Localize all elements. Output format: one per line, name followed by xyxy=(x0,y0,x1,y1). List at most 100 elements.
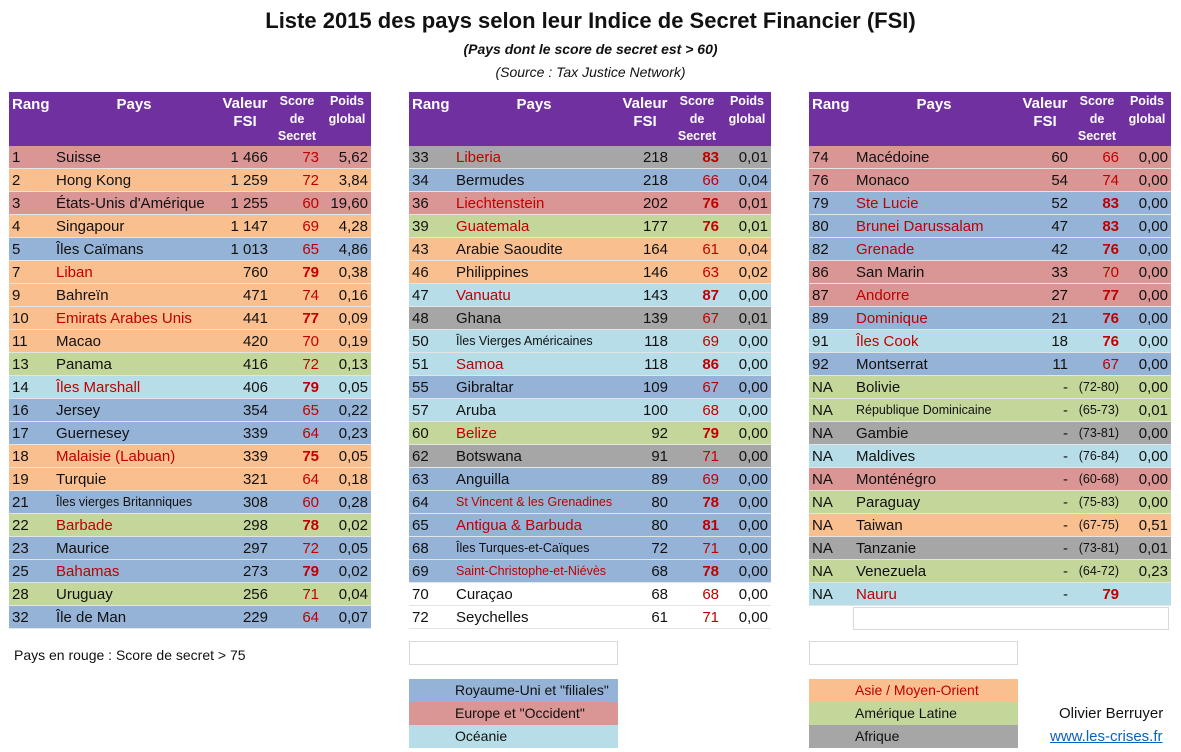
valeur-cell: 339 xyxy=(242,425,268,442)
rang-cell: 60 xyxy=(412,425,429,442)
rang-cell: 89 xyxy=(812,310,829,327)
table-row: 86 San Marin 33 70 0,00 xyxy=(809,261,1171,284)
rang-cell: 13 xyxy=(12,356,29,373)
rang-cell: NA xyxy=(812,586,833,603)
valeur-cell: 471 xyxy=(242,287,268,304)
valeur-cell: 54 xyxy=(1051,172,1068,189)
valeur-cell: 1 013 xyxy=(230,241,268,258)
table-row: 65 Antigua & Barbuda 80 81 0,00 xyxy=(409,514,771,537)
valeur-cell: 1 147 xyxy=(230,218,268,235)
valeur-cell: - xyxy=(1063,402,1068,419)
table-row: 23 Maurice 297 72 0,05 xyxy=(9,537,371,560)
table-row: NA Tanzanie - (73-81) 0,01 xyxy=(809,537,1171,560)
rang-cell: 16 xyxy=(12,402,29,419)
pays-cell: Montserrat xyxy=(856,356,928,373)
table-row: 82 Grenade 42 76 0,00 xyxy=(809,238,1171,261)
poids-cell: 0,00 xyxy=(1138,425,1168,442)
rang-cell: 79 xyxy=(812,195,829,212)
valeur-cell: 61 xyxy=(651,609,668,626)
valeur-cell: 354 xyxy=(242,402,268,419)
poids-cell: 4,86 xyxy=(338,241,368,258)
table-row: 36 Liechtenstein 202 76 0,01 xyxy=(409,192,771,215)
table-row: 34 Bermudes 218 66 0,04 xyxy=(409,169,771,192)
valeur-cell: 33 xyxy=(1051,264,1068,281)
pays-cell: Bahamas xyxy=(56,563,120,580)
score-cell: 64 xyxy=(302,425,319,442)
poids-cell: 0,00 xyxy=(738,517,768,534)
rang-cell: 2 xyxy=(12,172,21,189)
valeur-cell: 321 xyxy=(242,471,268,488)
score-cell: 73 xyxy=(302,149,319,166)
header-score: Score de Secret xyxy=(277,94,317,143)
valeur-cell: 406 xyxy=(242,379,268,396)
valeur-cell: 11 xyxy=(1052,356,1068,373)
legend-oceanie: Océanie xyxy=(409,725,618,748)
rang-cell: 36 xyxy=(412,195,429,212)
table-header: Rang Pays Valeur FSI Score de Secret Poids globa… xyxy=(809,92,1171,146)
pays-cell: Macao xyxy=(56,333,102,350)
pays-cell: Grenade xyxy=(856,241,915,258)
poids-cell: 0,00 xyxy=(738,448,768,465)
header-poids: Poids global xyxy=(728,94,766,126)
pays-cell: Belize xyxy=(456,425,497,442)
table-row: NA République Dominicaine - (65-73) 0,01 xyxy=(809,399,1171,422)
rang-cell: 57 xyxy=(412,402,429,419)
score-cell: (75-83) xyxy=(1078,495,1119,509)
rang-cell: 23 xyxy=(12,540,29,557)
valeur-cell: 229 xyxy=(242,609,268,626)
poids-cell: 0,00 xyxy=(738,425,768,442)
valeur-cell: 118 xyxy=(644,333,668,350)
pays-cell: Saint-Christophe-et-Niévès xyxy=(456,564,607,578)
header-valeur: Valeur FSI xyxy=(1022,95,1068,130)
pays-cell: Maldives xyxy=(856,448,916,465)
red-countries-note: Pays en rouge : Score de secret > 75 xyxy=(14,647,246,663)
pays-cell: Guatemala xyxy=(456,218,530,235)
score-cell: 86 xyxy=(702,356,719,373)
rang-cell: 63 xyxy=(412,471,429,488)
table-row: 39 Guatemala 177 76 0,01 xyxy=(409,215,771,238)
pays-cell: San Marin xyxy=(856,264,925,281)
header-valeur: Valeur FSI xyxy=(622,95,668,130)
poids-cell: 0,00 xyxy=(738,333,768,350)
rang-cell: 87 xyxy=(812,287,829,304)
valeur-cell: - xyxy=(1063,494,1068,511)
website-link[interactable]: www.les-crises.fr xyxy=(1050,728,1163,745)
empty-cell xyxy=(809,641,1018,665)
poids-cell: 0,00 xyxy=(738,287,768,304)
table-row: 72 Seychelles 61 71 0,00 xyxy=(409,606,771,629)
table-row: 18 Malaisie (Labuan) 339 75 0,05 xyxy=(9,445,371,468)
rang-cell: 55 xyxy=(412,379,429,396)
pays-cell: Andorre xyxy=(856,287,910,304)
table-row: 4 Singapour 1 147 69 4,28 xyxy=(9,215,371,238)
score-cell: (73-81) xyxy=(1078,541,1119,555)
table-row: 57 Aruba 100 68 0,00 xyxy=(409,399,771,422)
score-cell: 74 xyxy=(302,287,319,304)
valeur-cell: 60 xyxy=(1051,149,1068,166)
fsi-table-3: Rang Pays Valeur FSI Score de Secret Poids globa… xyxy=(809,92,1171,606)
rang-cell: 70 xyxy=(412,586,429,603)
score-cell: 79 xyxy=(702,425,719,442)
score-cell: 76 xyxy=(1102,241,1119,258)
table-row: 63 Anguilla 89 69 0,00 xyxy=(409,468,771,491)
score-cell: 76 xyxy=(1102,310,1119,327)
score-cell: 72 xyxy=(302,356,319,373)
pays-cell: Venezuela xyxy=(856,563,927,580)
poids-cell: 0,00 xyxy=(738,471,768,488)
poids-cell: 0,00 xyxy=(1138,195,1168,212)
score-cell: 78 xyxy=(702,494,719,511)
score-cell: 78 xyxy=(302,517,319,534)
poids-cell: 0,02 xyxy=(338,563,368,580)
valeur-cell: 80 xyxy=(651,494,668,511)
valeur-cell: 256 xyxy=(242,586,268,603)
pays-cell: St Vincent & les Grenadines xyxy=(456,495,613,509)
rang-cell: 64 xyxy=(412,494,429,511)
table-row: 76 Monaco 54 74 0,00 xyxy=(809,169,1171,192)
valeur-cell: 118 xyxy=(644,356,668,373)
poids-cell: 0,00 xyxy=(738,586,768,603)
valeur-cell: 68 xyxy=(651,563,668,580)
score-cell: 83 xyxy=(1102,195,1119,212)
rang-cell: 18 xyxy=(12,448,29,465)
poids-cell: 4,28 xyxy=(338,218,368,235)
pays-cell: États-Unis d'Amérique xyxy=(56,195,205,212)
rang-cell: NA xyxy=(812,379,833,396)
